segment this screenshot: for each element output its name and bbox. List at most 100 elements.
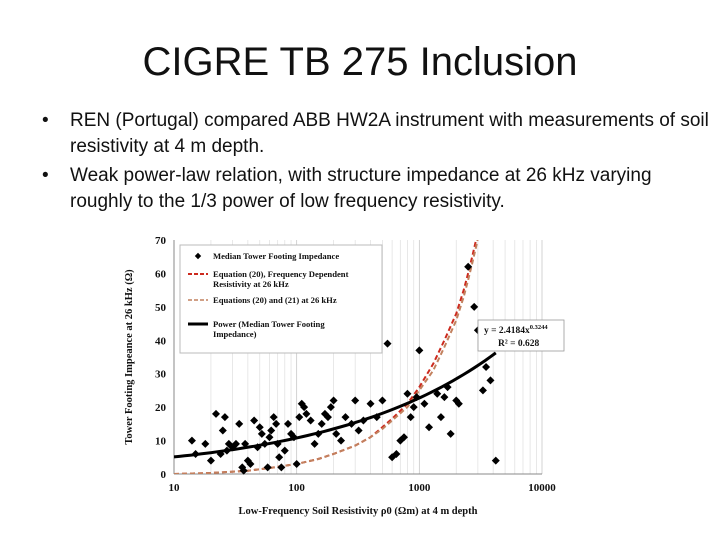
data-point-marker <box>446 429 455 438</box>
data-point-marker <box>306 416 315 425</box>
data-point-marker <box>433 389 442 398</box>
data-point-marker <box>406 413 415 422</box>
data-point-marker <box>224 439 233 448</box>
data-point-marker <box>267 426 276 435</box>
data-point-marker <box>300 403 309 412</box>
trendline-equation-box: y = 2.4184x0.3244 R² = 0.628 <box>477 319 565 352</box>
data-point-marker <box>409 403 418 412</box>
data-point-marker <box>302 409 311 418</box>
bullet-item-1: • REN (Portugal) compared ABB HW2A instr… <box>40 108 710 160</box>
data-point-marker <box>265 433 274 442</box>
data-point-marker <box>491 456 500 465</box>
data-point-marker <box>454 399 463 408</box>
data-point-marker <box>403 389 412 398</box>
data-point-marker <box>412 393 421 402</box>
x-axis-label: Low-Frequency Soil Resistivity ρ0 (Ωm) a… <box>239 506 478 517</box>
data-point-marker <box>191 449 200 458</box>
data-point-marker <box>400 433 409 442</box>
data-point-marker <box>359 416 368 425</box>
data-point-marker <box>388 453 397 462</box>
data-point-marker <box>272 419 281 428</box>
y-axis-label: Tower Footing Impeance at 26 kHz (Ω) <box>124 269 135 445</box>
legend-label-line: Power (Median Tower Footing <box>213 319 325 329</box>
x-tick-label: 10000 <box>528 482 556 494</box>
data-point-marker <box>396 436 405 445</box>
data-point-marker <box>295 413 304 422</box>
bullet-marker: • <box>42 110 49 131</box>
data-point-marker <box>425 423 434 432</box>
data-point-marker <box>326 403 335 412</box>
data-point-marker <box>250 416 259 425</box>
chart-legend: Median Tower Footing Impedance Equation (… <box>179 244 383 354</box>
data-point-marker <box>216 449 225 458</box>
data-point-marker <box>337 436 346 445</box>
data-point-marker <box>486 376 495 385</box>
y-tick-label: 40 <box>155 335 167 347</box>
legend-marker-diamond <box>194 252 202 260</box>
data-point-marker <box>187 436 196 445</box>
y-tick-label: 10 <box>155 436 167 448</box>
y-tick-label: 0 <box>161 469 167 481</box>
data-point-marker <box>241 439 250 448</box>
data-point-marker <box>440 393 449 402</box>
data-point-marker <box>366 399 375 408</box>
slide-title: CIGRE TB 275 Inclusion <box>142 40 578 84</box>
bullet-text-2: Weak power-law relation, with structure … <box>70 165 652 212</box>
y-tick-label: 20 <box>155 402 167 414</box>
power-trendline <box>174 351 497 459</box>
data-point-marker <box>269 413 278 422</box>
equation-base: y = 2.4184x <box>484 326 530 336</box>
data-point-marker <box>284 419 293 428</box>
data-point-marker <box>239 466 248 475</box>
data-point-marker <box>329 396 338 405</box>
data-point-marker <box>273 439 282 448</box>
data-point-marker <box>354 426 363 435</box>
data-point-marker <box>231 439 240 448</box>
data-point-marker <box>218 426 227 435</box>
data-point-marker <box>201 439 210 448</box>
bullet-marker: • <box>42 165 49 186</box>
equation-exponent: 0.3244 <box>530 324 549 331</box>
data-point-marker <box>464 262 473 271</box>
bullet-list: • REN (Portugal) compared ABB HW2A instr… <box>40 108 710 218</box>
data-point-marker <box>378 396 387 405</box>
legend-label-line: Equation (20), Frequency Dependent <box>213 269 349 279</box>
data-point-marker <box>317 419 326 428</box>
data-point-marker <box>482 363 491 372</box>
legend-label-line: Resistivity at 26 kHz <box>213 279 289 289</box>
data-point-marker <box>420 399 429 408</box>
data-point-marker <box>260 439 269 448</box>
data-point-marker <box>253 443 262 452</box>
data-point-marker <box>341 413 350 422</box>
bullet-item-2: • Weak power-law relation, with structur… <box>40 163 710 215</box>
equation-box <box>477 319 565 352</box>
data-point-marker <box>332 429 341 438</box>
data-point-marker <box>392 449 401 458</box>
y-tick-label: 50 <box>155 302 167 314</box>
x-tick-label: 100 <box>288 482 305 494</box>
r-squared-label: R² = 0.628 <box>498 339 539 349</box>
bullet-text-1: REN (Portugal) compared ABB HW2A instrum… <box>70 110 709 157</box>
data-point-marker <box>255 423 264 432</box>
data-point-marker <box>383 339 392 348</box>
y-tick-label: 60 <box>155 268 167 280</box>
data-point-marker <box>275 453 284 462</box>
legend-label-line: Equations (20) and (21) at 26 kHz <box>213 295 337 305</box>
legend-label: Power (Median Tower Footing Impedance) <box>213 319 325 339</box>
axes <box>173 240 542 475</box>
data-point-marker <box>206 456 215 465</box>
data-point-marker <box>263 463 272 472</box>
data-point-marker <box>415 346 424 355</box>
data-point-marker <box>310 439 319 448</box>
data-point-marker <box>323 413 332 422</box>
data-point-marker <box>246 459 255 468</box>
x-tick-label: 1000 <box>408 482 431 494</box>
data-point-marker <box>351 396 360 405</box>
legend-box <box>179 244 383 354</box>
trendline-equation: y = 2.4184x0.3244 <box>484 324 548 336</box>
legend-label-line: Impedance) <box>213 329 257 339</box>
data-point-marker <box>280 446 289 455</box>
legend-label-line: Median Tower Footing Impedance <box>213 251 339 261</box>
